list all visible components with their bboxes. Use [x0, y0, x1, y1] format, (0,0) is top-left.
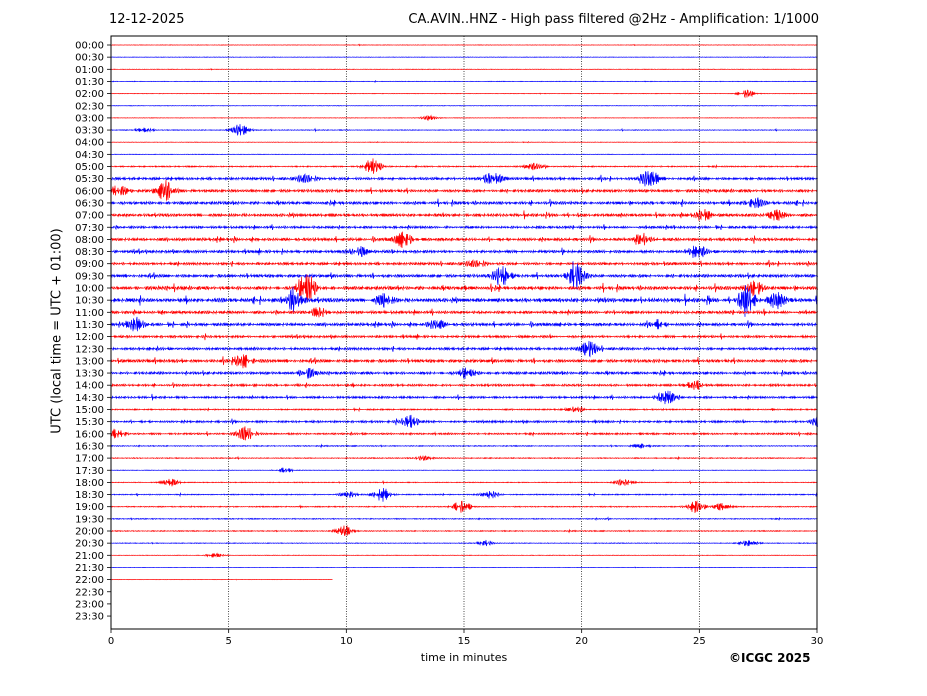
y-tick-label: 03:30: [75, 126, 104, 137]
trace-0300: [110, 114, 818, 122]
y-tick-label: 07:30: [75, 223, 104, 234]
y-tick-label: 12:00: [75, 332, 104, 343]
y-tick-label: 07:00: [75, 211, 104, 222]
y-tick-label: 11:30: [75, 320, 104, 331]
x-tick-label: 15: [458, 636, 471, 647]
trace-2130: [110, 566, 818, 569]
trace-0930: [110, 261, 818, 290]
y-tick-label: 15:00: [75, 405, 104, 416]
y-tick-label: 13:00: [75, 356, 104, 367]
y-tick-label: 19:30: [75, 514, 104, 525]
y-tick-label: 11:00: [75, 308, 104, 319]
trace-2100: [110, 552, 818, 558]
x-tick-label: 0: [108, 636, 114, 647]
y-tick-label: 21:30: [75, 563, 104, 574]
y-tick-label: 15:30: [75, 417, 104, 428]
y-tick-label: 04:30: [75, 150, 104, 161]
y-tick-label: 23:30: [75, 612, 104, 623]
grid-layer: [228, 36, 700, 629]
y-tick-label: 22:00: [75, 575, 104, 586]
y-tick-label: 04:00: [75, 138, 104, 149]
y-tick-label: 09:30: [75, 271, 104, 282]
y-tick-label: 06:30: [75, 198, 104, 209]
trace-1400: [110, 380, 818, 390]
y-tick-label: 09:00: [75, 259, 104, 270]
y-tick-label: 08:30: [75, 247, 104, 258]
y-tick-label: 08:00: [75, 235, 104, 246]
y-tick-label: 02:30: [75, 101, 104, 112]
trace-1130: [110, 316, 818, 332]
trace-0330: [110, 124, 818, 136]
y-tick-label: 22:30: [75, 587, 104, 598]
y-tick-label: 00:30: [75, 53, 104, 64]
y-tick-label: 00:00: [75, 41, 104, 52]
trace-0230: [110, 104, 818, 107]
y-tick-label: 20:30: [75, 539, 104, 550]
trace-0700: [110, 208, 818, 221]
trace-layer: [110, 43, 818, 581]
x-tick-label: 5: [225, 636, 231, 647]
y-tick-label: 17:00: [75, 454, 104, 465]
y-tick-label: 19:00: [75, 502, 104, 513]
x-tick-label: 25: [693, 636, 706, 647]
y-tick-label: 14:30: [75, 393, 104, 404]
copyright-label: ©ICGC 2025: [729, 651, 811, 665]
y-tick-label: 18:00: [75, 478, 104, 489]
y-tick-label: 01:00: [75, 65, 104, 76]
trace-1330: [110, 367, 818, 380]
trace-2030: [110, 539, 818, 547]
plot-frame: [110, 35, 818, 630]
y-tick-label: 02:00: [75, 89, 104, 100]
y-tick-label: 12:30: [75, 344, 104, 355]
y-tick-label: 13:30: [75, 369, 104, 380]
y-tick-label: 03:00: [75, 113, 104, 124]
y-tick-label: 10:00: [75, 284, 104, 295]
trace-1830: [110, 488, 818, 502]
trace-0600: [110, 179, 818, 201]
trace-1700: [110, 455, 818, 461]
y-tick-label: 05:30: [75, 174, 104, 185]
y-tick-label: 17:30: [75, 466, 104, 477]
date-label: 12-12-2025: [109, 12, 185, 27]
y-tick-label: 20:00: [75, 527, 104, 538]
y-tick-label: 14:00: [75, 381, 104, 392]
y-tick-label: 10:30: [75, 296, 104, 307]
y-tick-label: 05:00: [75, 162, 104, 173]
trace-1730: [110, 467, 818, 473]
x-tick-label: 10: [340, 636, 353, 647]
y-tick-label: 18:30: [75, 490, 104, 501]
trace-0400: [110, 141, 818, 144]
x-tick-layer: 0 5 10 15 20 25 30: [108, 629, 824, 647]
x-tick-label: 30: [811, 636, 824, 647]
y-tick-label: 16:30: [75, 441, 104, 452]
x-axis-label: time in minutes: [420, 651, 508, 664]
chart-title: CA.AVIN..HNZ - High pass filtered @2Hz -…: [408, 12, 819, 27]
trace-1800: [110, 478, 818, 487]
x-tick-label: 20: [575, 636, 588, 647]
trace-1430: [110, 390, 818, 405]
y-tick-label: 01:30: [75, 77, 104, 88]
y-tick-label: 21:00: [75, 551, 104, 562]
trace-2200: [110, 578, 333, 581]
y-tick-label: 23:00: [75, 599, 104, 610]
trace-0000: [110, 43, 818, 47]
trace-0030: [110, 56, 818, 59]
y-tick-label: 16:00: [75, 429, 104, 440]
y-tick-label: 06:00: [75, 186, 104, 197]
